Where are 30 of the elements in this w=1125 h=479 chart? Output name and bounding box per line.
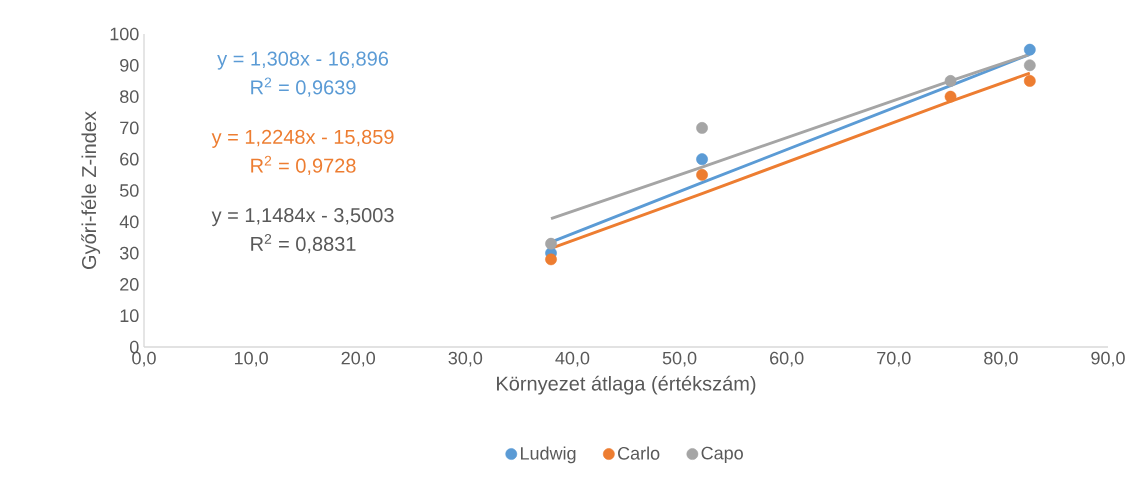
x-axis-title: Környezet átlaga (értékszám) <box>497 375 756 395</box>
y-tick-label: 30 <box>119 246 139 260</box>
annotation: R$^{2}$ = 0,9728 <box>251 155 356 176</box>
annotation: y = 1,308x - 16,896 <box>217 51 389 70</box>
y-tick-label: 50 <box>119 184 139 197</box>
y-tick-label: 60 <box>120 152 139 166</box>
x-tick-label: 80,0 <box>984 351 1018 367</box>
y-tick-label: 40 <box>119 215 139 229</box>
x-tick-label: 20,0 <box>341 351 376 367</box>
annotation: R$^{2}$ = 0,9639 <box>251 77 356 97</box>
legend-label: Carlo <box>618 446 660 460</box>
y-tick-label: 90 <box>120 58 139 72</box>
annotation: R$^{2}$ = 0,8831 <box>251 234 356 254</box>
annotation: y = 1,1484x - 3,5003 <box>211 208 394 227</box>
x-tick-label: 50,0 <box>662 351 697 367</box>
x-tick-label: 10,0 <box>234 351 268 367</box>
legend-label: Capo <box>701 446 743 464</box>
y-tick-label: 80 <box>120 90 139 103</box>
y-tick-label: 10 <box>120 309 139 323</box>
y-tick-label: 70 <box>120 121 139 135</box>
x-tick-label: 60,0 <box>770 351 804 367</box>
x-tick-label: 30,0 <box>448 351 483 367</box>
x-tick-label: 40,0 <box>555 351 590 367</box>
y-tick-label: 20 <box>120 278 139 291</box>
y-tick-label: 100 <box>110 27 139 41</box>
legend-label: Ludwig <box>521 446 576 464</box>
annotation: y = 1,2248x - 15,859 <box>211 129 394 148</box>
y-axis-title: Győri-féle Z-index <box>81 111 101 269</box>
x-tick-label: 70,0 <box>877 351 911 367</box>
x-tick-label: 90,0 <box>1091 351 1125 367</box>
